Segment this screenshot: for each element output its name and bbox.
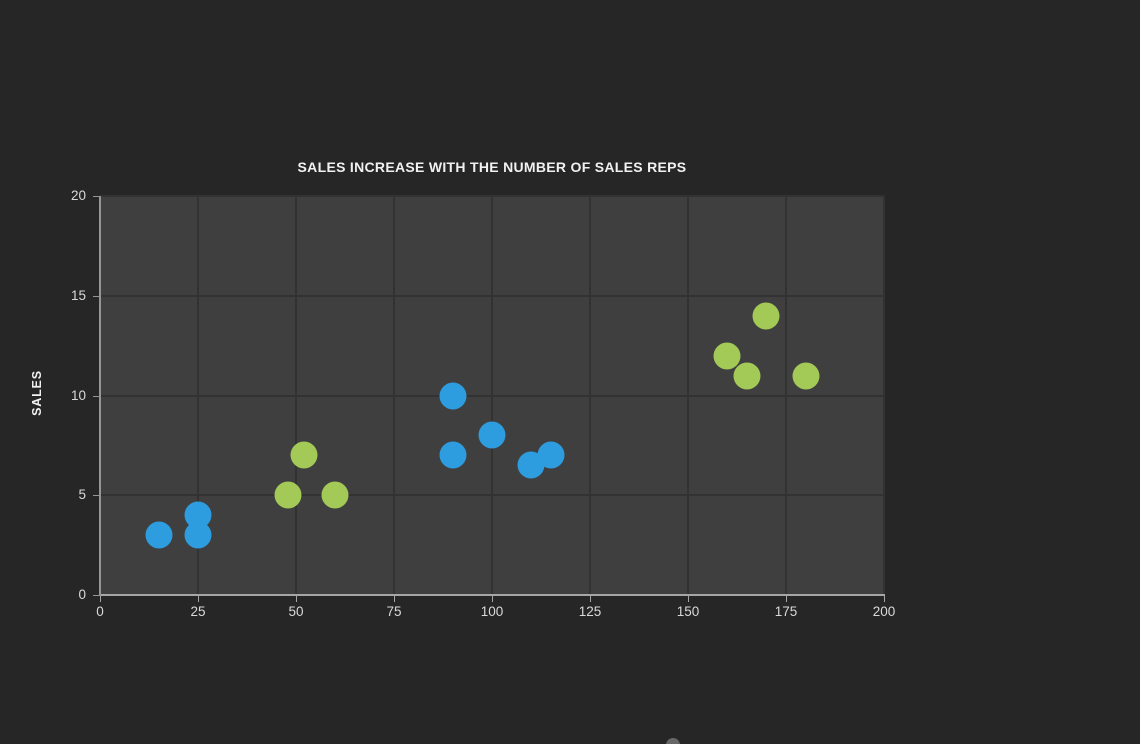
data-point-green[interactable] [792,362,820,390]
x-tick-mark [296,596,297,602]
data-point-blue[interactable] [439,441,467,469]
horizontal-gridline [100,394,884,397]
x-tick-label: 75 [386,604,402,619]
x-tick-mark [688,596,689,602]
y-tick-label: 20 [70,188,86,203]
y-tick-label: 10 [70,387,86,403]
partial-glyph [666,738,680,744]
data-point-blue[interactable] [439,382,467,409]
x-tick-label: 50 [288,604,304,619]
x-tick-mark [394,596,395,602]
x-tick-mark [590,596,591,602]
x-tick-label: 25 [190,604,206,619]
x-tick-mark [198,596,199,602]
plot-area [100,195,885,595]
y-tick-mark [93,196,99,197]
x-tick-label: 0 [96,604,104,619]
data-point-green[interactable] [752,302,780,330]
x-axis-line [99,594,885,596]
x-tick-label: 150 [676,604,700,619]
x-tick-mark [884,596,885,602]
data-point-green[interactable] [321,481,349,509]
x-tick-mark [786,596,787,602]
y-tick-label: 0 [78,587,86,602]
data-point-green[interactable] [290,441,318,469]
x-tick-label: 200 [872,604,896,619]
data-point-green[interactable] [733,362,761,390]
horizontal-gridline [100,494,884,497]
y-tick-mark [93,595,99,596]
y-axis-line [99,196,101,596]
data-point-green[interactable] [713,342,741,370]
data-point-blue[interactable] [145,521,173,549]
vertical-gridline [883,196,885,595]
x-tick-mark [100,596,101,602]
y-tick-mark [93,395,99,397]
x-tick-label: 100 [480,604,504,619]
y-tick-label: 15 [70,287,86,303]
x-tick-label: 175 [774,604,798,619]
data-point-blue[interactable] [478,421,506,449]
y-tick-label: 5 [78,487,86,503]
horizontal-gridline [100,195,884,197]
x-tick-label: 125 [578,604,602,619]
y-tick-mark [93,295,99,297]
x-tick-mark [492,596,493,602]
data-point-blue[interactable] [537,441,565,469]
y-tick-mark [93,495,99,497]
horizontal-gridline [100,294,884,297]
data-point-green[interactable] [274,481,302,509]
data-point-blue[interactable] [184,521,212,549]
chart-title: SALES INCREASE WITH THE NUMBER OF SALES … [297,159,687,175]
